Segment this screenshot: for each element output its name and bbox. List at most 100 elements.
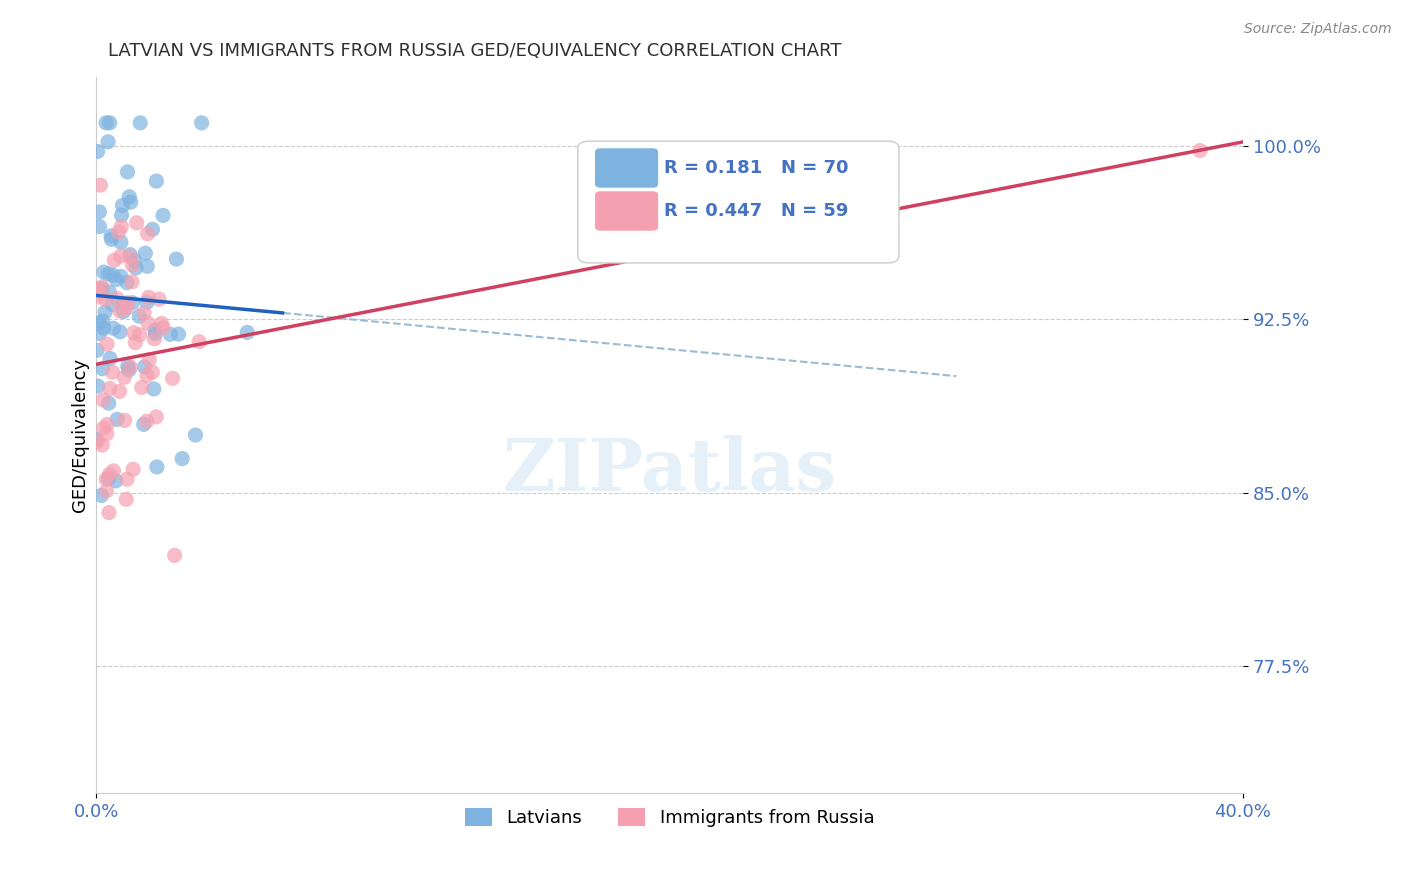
Latvians	[184, 428, 207, 442]
Immigrants from Russia	[136, 368, 159, 383]
Latvians	[91, 361, 114, 376]
Latvians	[120, 195, 142, 210]
Latvians	[124, 253, 146, 268]
Latvians	[97, 471, 120, 485]
Text: R = 0.447   N = 59: R = 0.447 N = 59	[664, 202, 848, 220]
Latvians	[117, 359, 139, 374]
Immigrants from Russia	[115, 301, 138, 315]
Latvians	[91, 314, 114, 328]
Latvians	[97, 135, 120, 149]
Latvians	[110, 208, 132, 222]
Immigrants from Russia	[122, 326, 145, 340]
Text: R = 0.181   N = 70: R = 0.181 N = 70	[664, 160, 848, 178]
Immigrants from Russia	[89, 178, 111, 193]
Immigrants from Russia	[96, 472, 118, 486]
Latvians	[94, 116, 117, 130]
Immigrants from Russia	[108, 384, 131, 399]
Immigrants from Russia	[141, 365, 163, 379]
Immigrants from Russia	[132, 306, 155, 320]
Immigrants from Russia	[152, 320, 174, 334]
Latvians	[146, 459, 169, 474]
Immigrants from Russia	[150, 317, 173, 331]
Latvians	[110, 269, 132, 284]
Latvians	[118, 363, 141, 377]
Immigrants from Russia	[98, 467, 121, 482]
Latvians	[101, 297, 124, 311]
Latvians	[143, 323, 166, 337]
Latvians	[86, 433, 108, 447]
Latvians	[118, 247, 141, 261]
Latvians	[111, 198, 134, 212]
Latvians	[89, 219, 111, 234]
Latvians	[101, 268, 124, 282]
Immigrants from Russia	[138, 352, 160, 367]
Immigrants from Russia	[86, 282, 108, 296]
Immigrants from Russia	[98, 506, 121, 520]
Immigrants from Russia	[124, 335, 146, 350]
Latvians	[125, 260, 148, 275]
Immigrants from Russia	[122, 462, 145, 476]
Latvians	[105, 272, 128, 286]
Latvians	[100, 232, 122, 246]
Latvians	[112, 297, 135, 311]
Latvians	[100, 228, 122, 243]
Immigrants from Russia	[91, 438, 114, 452]
Latvians	[145, 326, 167, 341]
Latvians	[128, 310, 150, 324]
Immigrants from Russia	[96, 483, 118, 498]
Latvians	[94, 305, 117, 319]
Immigrants from Russia	[112, 370, 135, 384]
Latvians	[89, 326, 111, 341]
Latvians	[110, 235, 132, 250]
Latvians	[93, 265, 115, 279]
Immigrants from Russia	[128, 327, 150, 342]
Immigrants from Russia	[120, 360, 142, 375]
Text: ZIPatlas: ZIPatlas	[502, 435, 837, 507]
Immigrants from Russia	[162, 371, 184, 385]
Latvians	[98, 351, 121, 366]
Latvians	[121, 295, 143, 310]
Immigrants from Russia	[96, 426, 118, 441]
Legend: Latvians, Immigrants from Russia: Latvians, Immigrants from Russia	[457, 801, 882, 835]
Latvians	[141, 222, 163, 236]
Latvians	[98, 285, 121, 300]
FancyBboxPatch shape	[595, 191, 658, 231]
Immigrants from Russia	[143, 332, 166, 346]
Latvians	[112, 304, 135, 318]
Immigrants from Russia	[120, 250, 142, 264]
Immigrants from Russia	[121, 258, 143, 272]
Immigrants from Russia	[188, 334, 211, 349]
FancyBboxPatch shape	[578, 141, 898, 263]
Immigrants from Russia	[107, 225, 129, 239]
Immigrants from Russia	[163, 549, 186, 563]
Immigrants from Russia	[115, 492, 138, 507]
Latvians	[90, 282, 112, 296]
Latvians	[89, 205, 111, 219]
Immigrants from Russia	[136, 316, 159, 330]
Immigrants from Russia	[93, 421, 115, 435]
Latvians	[136, 295, 159, 310]
Latvians	[87, 379, 110, 393]
Latvians	[142, 382, 165, 396]
Immigrants from Russia	[91, 392, 114, 407]
Immigrants from Russia	[107, 292, 129, 306]
Latvians	[236, 326, 259, 340]
Immigrants from Russia	[96, 417, 118, 432]
Latvians	[172, 451, 194, 466]
Immigrants from Russia	[145, 409, 167, 424]
Latvians	[159, 327, 181, 342]
Immigrants from Russia	[110, 219, 132, 234]
Latvians	[132, 417, 155, 432]
Immigrants from Russia	[148, 292, 170, 306]
Immigrants from Russia	[131, 380, 153, 394]
Immigrants from Russia	[125, 216, 148, 230]
Immigrants from Russia	[101, 365, 124, 379]
Immigrants from Russia	[121, 275, 143, 289]
Latvians	[103, 321, 125, 335]
Immigrants from Russia	[91, 280, 114, 294]
Latvians	[90, 488, 112, 502]
Immigrants from Russia	[114, 413, 136, 427]
Immigrants from Russia	[94, 293, 117, 307]
Latvians	[118, 190, 141, 204]
Latvians	[97, 267, 120, 281]
